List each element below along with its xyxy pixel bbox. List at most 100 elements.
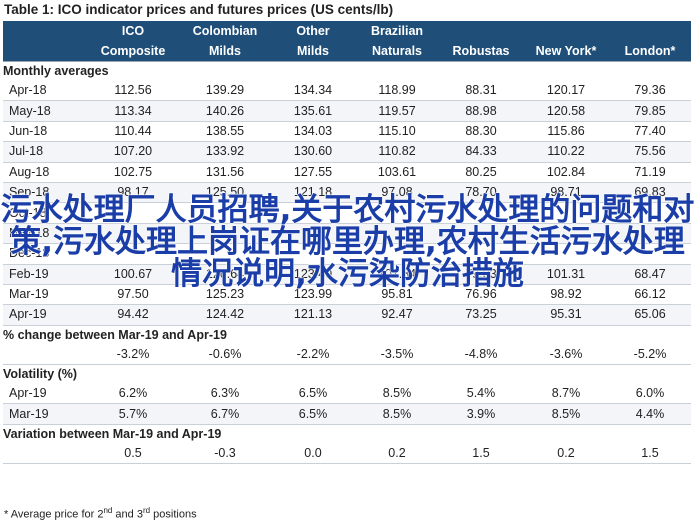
table-cell xyxy=(355,223,439,245)
table-row: Feb-19 100.67 126.64 123.40 101.84 79.33 101.3… xyxy=(3,264,691,285)
table-cell: 6.2% xyxy=(87,384,179,405)
row-label: Aug-18 xyxy=(3,162,87,183)
row-label: Dec-18 xyxy=(3,243,87,265)
table-cell: -3.6% xyxy=(523,344,609,366)
table-cell xyxy=(609,223,691,245)
table-cell: 0.0 xyxy=(271,443,355,465)
column-header: Brazilian xyxy=(355,21,439,41)
column-header: Composite xyxy=(87,41,179,62)
table-cell: 123.99 xyxy=(271,284,355,306)
spam-overlay-link[interactable]: 污水处理厂人员招聘,关于农村污水处理的问题和对策,污水处理上岗证在哪里办理,农村… xyxy=(0,192,695,292)
table-cell: -5.2% xyxy=(609,344,691,366)
table-cell: 6.5% xyxy=(271,403,355,425)
table-cell xyxy=(179,243,271,265)
table-cell: 103.61 xyxy=(355,162,439,183)
header-corner xyxy=(3,41,87,62)
column-header: London* xyxy=(609,41,691,62)
table-cell: 0.2 xyxy=(523,443,609,465)
table-cell: 98.92 xyxy=(523,284,609,306)
table-cell: 6.0% xyxy=(609,384,691,405)
table-cell: 131.56 xyxy=(179,162,271,183)
table-row: May-18 113.34 140.26 135.61 119.57 88.98 120.5… xyxy=(3,100,691,122)
table-cell: 115.10 xyxy=(355,121,439,143)
row-label: Feb-19 xyxy=(3,264,87,285)
table-cell: 140.26 xyxy=(179,100,271,122)
row-label: Nov-18 xyxy=(3,223,87,245)
table-cell: 1.5 xyxy=(439,443,523,465)
table-cell: 107.20 xyxy=(87,141,179,163)
table-cell: 130.60 xyxy=(271,141,355,163)
header-corner xyxy=(3,21,87,41)
table-row: Jun-18 110.44 138.55 134.03 115.10 88.30 115.8… xyxy=(3,121,691,143)
table-cell: 102.84 xyxy=(523,162,609,183)
table-cell xyxy=(271,202,355,224)
footnote: * Average price for 2nd and 3rd position… xyxy=(4,506,197,521)
table-cell: 94.42 xyxy=(87,304,179,326)
table-row: Aug-18 102.75 131.56 127.55 103.61 80.25 102.8… xyxy=(3,162,691,183)
row-label: Sep-18 xyxy=(3,182,87,204)
column-header: Robustas xyxy=(439,41,523,62)
table-cell: 133.92 xyxy=(179,141,271,163)
table-cell xyxy=(609,202,691,224)
table-cell: 0.2 xyxy=(355,443,439,465)
column-header xyxy=(609,21,691,41)
table-row: Oct-18 xyxy=(3,202,691,224)
table-cell xyxy=(609,243,691,265)
table-row: Apr-18 112.56 139.29 134.34 118.99 88.31 120.1… xyxy=(3,81,691,102)
table-cell: 138.55 xyxy=(179,121,271,143)
table-cell: 95.31 xyxy=(523,304,609,326)
table-cell: 8.5% xyxy=(523,403,609,425)
header-row: Composite Milds Milds Naturals Robustas New Y… xyxy=(3,41,691,62)
table-cell: 120.58 xyxy=(523,100,609,122)
table-row: Mar-19 5.7% 6.7% 6.5% 8.5% 3.9% 8.5% 4.4% xyxy=(3,403,691,425)
table-cell: 110.82 xyxy=(355,141,439,163)
table-cell: 134.03 xyxy=(271,121,355,143)
table-cell: 1.5 xyxy=(609,443,691,465)
table-cell xyxy=(87,202,179,224)
section-header: % change between Mar-19 and Apr-19 xyxy=(3,324,691,345)
table-cell: -3.5% xyxy=(355,344,439,366)
column-header xyxy=(439,21,523,41)
section-header: Monthly averages xyxy=(3,61,691,81)
column-header: ICO xyxy=(87,21,179,41)
column-header: Naturals xyxy=(355,41,439,62)
table-cell: 125.50 xyxy=(179,182,271,204)
table-row: Sep-18 98.17 125.50 121.18 97.08 78.70 98.71 69… xyxy=(3,182,691,204)
table-cell: 112.56 xyxy=(87,81,179,102)
table-row: -3.2% -0.6% -2.2% -3.5% -4.8% -3.6% -5.2% xyxy=(3,344,691,366)
table-cell: -3.2% xyxy=(87,344,179,366)
table-cell: 76.96 xyxy=(439,284,523,306)
section-title: Variation between Mar-19 and Apr-19 xyxy=(3,423,691,444)
column-header: Other xyxy=(271,21,355,41)
table-cell: 92.47 xyxy=(355,304,439,326)
table-cell: 4.4% xyxy=(609,403,691,425)
table-cell: 97.50 xyxy=(87,284,179,306)
table-cell: 69.83 xyxy=(609,182,691,204)
table-cell xyxy=(523,202,609,224)
table-cell: 88.30 xyxy=(439,121,523,143)
table-cell: 126.64 xyxy=(179,264,271,285)
row-label xyxy=(3,344,87,366)
table-cell: 77.40 xyxy=(609,121,691,143)
table-cell xyxy=(87,223,179,245)
table-cell xyxy=(355,243,439,265)
table-cell: 8.7% xyxy=(523,384,609,405)
table-cell: 88.98 xyxy=(439,100,523,122)
table-row: Dec-18 xyxy=(3,243,691,265)
table-cell: 8.5% xyxy=(355,384,439,405)
table-cell: 5.7% xyxy=(87,403,179,425)
table-row: Mar-19 97.50 125.23 123.99 95.81 76.96 98.92 66… xyxy=(3,284,691,306)
row-label: Apr-19 xyxy=(3,384,87,405)
table-cell: 8.5% xyxy=(355,403,439,425)
section-title: Volatility (%) xyxy=(3,364,691,385)
table-cell: 73.25 xyxy=(439,304,523,326)
table-cell: 113.34 xyxy=(87,100,179,122)
table-cell: 6.5% xyxy=(271,384,355,405)
table-cell xyxy=(439,223,523,245)
table-cell: -4.8% xyxy=(439,344,523,366)
table-cell: 110.22 xyxy=(523,141,609,163)
column-header: Milds xyxy=(179,41,271,62)
table-cell: 125.23 xyxy=(179,284,271,306)
table-cell: 6.7% xyxy=(179,403,271,425)
row-label: Oct-18 xyxy=(3,202,87,224)
